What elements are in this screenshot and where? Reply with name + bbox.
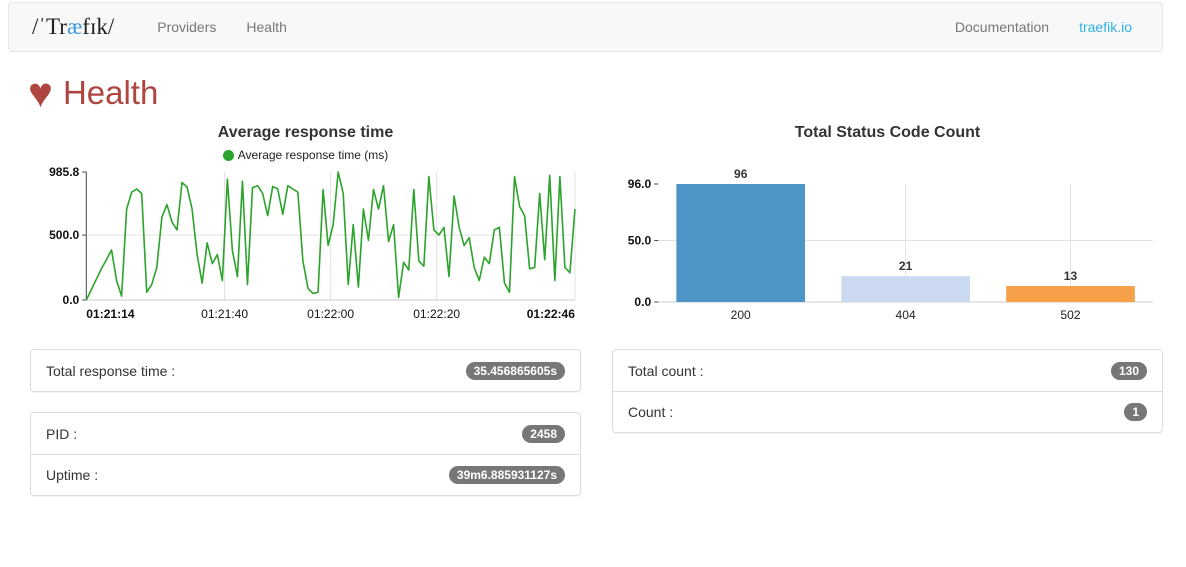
panel-row-uptime: Uptime : 39m6.885931127s	[31, 454, 580, 495]
total-response-time-panel: Total response time : 35.456865605s	[30, 349, 581, 392]
nav-item-traefik-io[interactable]: traefik.io	[1079, 19, 1132, 35]
response-time-line-chart: 985.8 500.0 0.0 01:21:14 01:21:40 01:22:00 01:…	[49, 165, 576, 321]
svg-text:01:21:14: 01:21:14	[86, 307, 135, 321]
bar-chart-legend-spacer	[612, 146, 1163, 164]
legend-dot-icon	[222, 149, 234, 161]
status-code-column: Total Status Code Count 96.0 50.0 0.0 96 200…	[612, 120, 1163, 496]
logo-prefix: /ˈTr	[32, 14, 67, 39]
count-panel: Total count : 130 Count : 1	[612, 349, 1163, 433]
uptime-badge: 39m6.885931127s	[448, 466, 565, 484]
pid-badge: 2458	[522, 424, 565, 443]
panel-row-total-count: Total count : 130	[613, 350, 1162, 391]
svg-text:01:21:40: 01:21:40	[201, 307, 248, 321]
total-count-badge: 130	[1110, 361, 1147, 380]
svg-text:01:22:00: 01:22:00	[307, 307, 354, 321]
pid-label: PID :	[46, 425, 78, 442]
panel-row-pid: PID : 2458	[31, 413, 580, 454]
count-label: Count :	[628, 404, 674, 420]
svg-text:21: 21	[899, 259, 913, 273]
svg-text:96.0: 96.0	[628, 177, 652, 191]
nav-item-health[interactable]: Health	[246, 19, 287, 35]
total-count-label: Total count :	[628, 362, 704, 379]
svg-text:01:22:20: 01:22:20	[413, 307, 460, 321]
traefik-logo[interactable]: /ˈTræfɪk/	[32, 14, 114, 40]
svg-text:500.0: 500.0	[49, 228, 79, 242]
svg-text:985.8: 985.8	[49, 165, 79, 179]
total-response-time-badge: 35.456865605s	[465, 361, 565, 380]
svg-text:200: 200	[731, 308, 751, 322]
count-badge: 1	[1124, 403, 1147, 421]
logo-suffix: fɪk/	[82, 14, 115, 39]
panel-row-count: Count : 1	[613, 391, 1162, 432]
svg-text:502: 502	[1060, 308, 1080, 322]
svg-text:96: 96	[734, 167, 748, 181]
svg-text:0.0: 0.0	[63, 293, 80, 307]
panel-row-total-response-time: Total response time : 35.456865605s	[31, 350, 580, 391]
line-chart-title: Average response time	[217, 124, 394, 141]
status-code-bar-chart: 96.0 50.0 0.0 96 200 21 404 13 502	[628, 167, 1153, 322]
process-info-panel: PID : 2458 Uptime : 39m6.885931127s	[30, 412, 581, 496]
response-time-column: Average response time Average response t…	[30, 120, 581, 496]
legend-label: Average response time (ms)	[237, 148, 389, 162]
svg-text:0.0: 0.0	[634, 295, 651, 309]
nav-item-providers[interactable]: Providers	[157, 19, 217, 35]
uptime-label: Uptime :	[46, 467, 99, 483]
bar-chart-title: Total Status Code Count	[794, 124, 981, 141]
svg-text:50.0: 50.0	[628, 234, 652, 248]
svg-text:404: 404	[896, 308, 916, 322]
navbar-right: Documentation traefik.io	[940, 4, 1147, 50]
content-columns: Average response time Average response t…	[0, 120, 1186, 496]
svg-text:01:22:46: 01:22:46	[527, 307, 576, 321]
page-heading: ♥ Health	[28, 69, 1186, 116]
heart-icon: ♥	[28, 69, 53, 116]
line-chart-legend: Average response time (ms)	[30, 146, 581, 164]
svg-text:13: 13	[1064, 269, 1078, 283]
page-title: Health	[62, 74, 159, 111]
navbar: /ˈTræfɪk/ Providers Health Documentation…	[8, 2, 1163, 52]
logo-accent: æ	[66, 14, 83, 39]
total-response-time-label: Total response time :	[46, 362, 176, 379]
nav-item-documentation[interactable]: Documentation	[954, 19, 1050, 35]
